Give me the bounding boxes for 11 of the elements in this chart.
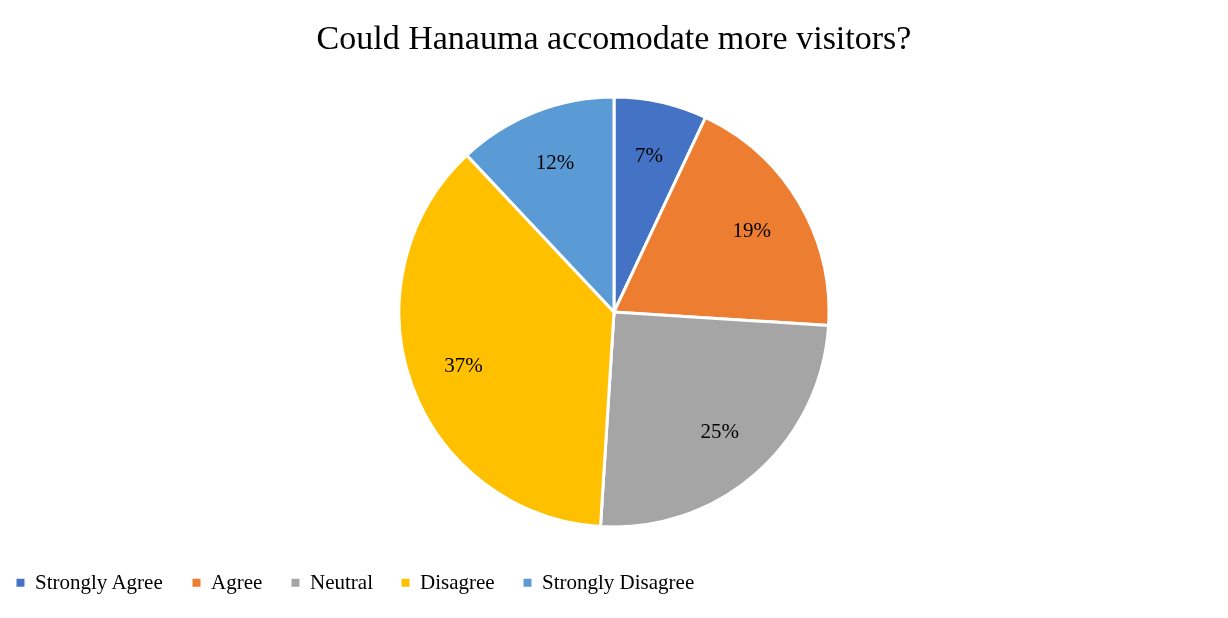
chart-title: Could Hanauma accomodate more visitors? xyxy=(316,19,912,56)
legend-label: Agree xyxy=(211,569,263,594)
legend-label: Strongly Disagree xyxy=(542,569,695,594)
data-label: 25% xyxy=(700,419,740,444)
legend-label: Disagree xyxy=(420,569,495,594)
data-label: 37% xyxy=(444,353,483,378)
data-label: 7% xyxy=(634,142,663,167)
legend-label: Strongly Agree xyxy=(35,569,163,594)
legend-label: Neutral xyxy=(310,569,374,594)
data-label: 12% xyxy=(535,150,575,175)
data-label: 19% xyxy=(732,217,771,242)
